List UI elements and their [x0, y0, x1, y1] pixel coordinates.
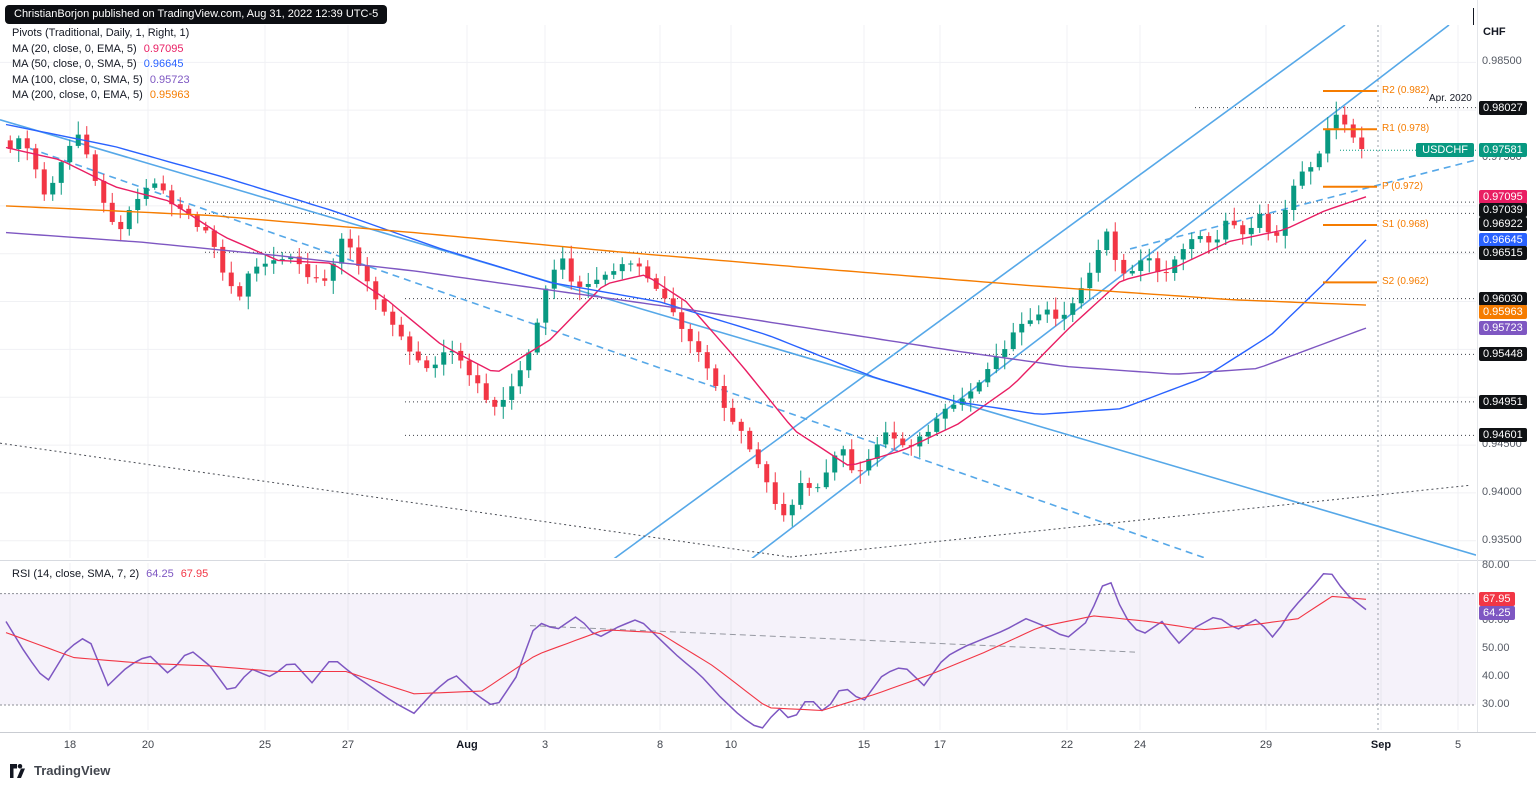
symbol-price-label: USDCHF [1416, 143, 1474, 158]
apr-2020-annotation: Apr. 2020 [1429, 92, 1472, 104]
legend-ma200-value: 0.95963 [149, 89, 190, 101]
legend-ma200-label: MA (200, close, 0, EMA, 5) [12, 89, 143, 101]
publish-info-badge: ChristianBorjon published on TradingView… [5, 5, 388, 24]
legend-row-ma20: MA (20, close, 0, EMA, 5) 0.97095 [12, 43, 190, 59]
indicator-legend: Pivots (Traditional, Daily, 1, Right, 1)… [12, 27, 190, 105]
legend-ma20-value: 0.97095 [143, 42, 184, 55]
tradingview-logo[interactable]: TradingView [10, 763, 110, 778]
legend-row-ma200: MA (200, close, 0, EMA, 5) 0.95963 [12, 89, 190, 105]
tradingview-logo-icon [10, 763, 25, 778]
rsi-legend: RSI (14, close, SMA, 7, 2) 64.25 67.95 [12, 568, 208, 580]
legend-ma50-label: MA (50, close, 0, SMA, 5) [12, 58, 137, 70]
legend-row-ma100: MA (100, close, 0, SMA, 5) 0.95723 [12, 74, 190, 90]
quote-currency-label: CHF [1483, 26, 1506, 38]
tradingview-logo-text: TradingView [34, 763, 111, 778]
rsi-legend-label: RSI (14, close, SMA, 7, 2) [12, 568, 140, 580]
legend-pivots-label: Pivots (Traditional, Daily, 1, Right, 1) [12, 27, 190, 39]
time-scale-area[interactable] [0, 733, 1536, 758]
legend-ma20-label: MA (20, close, 0, EMA, 5) [12, 42, 137, 55]
legend-row-pivots: Pivots (Traditional, Daily, 1, Right, 1) [12, 27, 190, 43]
rsi-legend-value-2: 67.95 [180, 568, 209, 580]
legend-row-ma50: MA (50, close, 0, SMA, 5) 0.96645 [12, 58, 190, 74]
rsi-legend-value-1: 64.25 [146, 568, 174, 580]
legend-ma50-value: 0.96645 [143, 58, 184, 70]
legend-ma100-label: MA (100, close, 0, SMA, 5) [12, 73, 143, 86]
price-scale-top-divider [1473, 8, 1474, 25]
price-scale-area[interactable] [1477, 0, 1536, 733]
legend-ma100-value: 0.95723 [149, 73, 190, 86]
